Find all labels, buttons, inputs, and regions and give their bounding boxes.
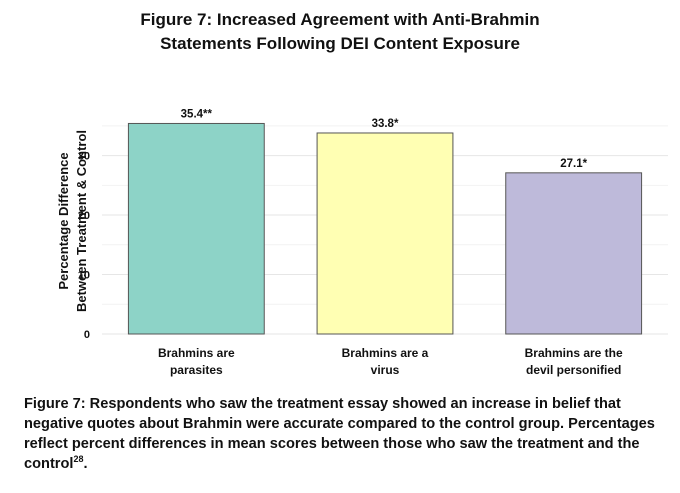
- figure-caption: Figure 7: Respondents who saw the treatm…: [24, 394, 664, 474]
- bar: [505, 172, 643, 335]
- x-category-label: Brahmins are the: [525, 346, 623, 360]
- x-axis-categories: Brahmins are parasites Brahmins are a virus…: [158, 346, 623, 377]
- data-label: 35.4**: [181, 108, 213, 120]
- bars: [127, 122, 643, 335]
- chart-title-line-1: Figure 7: Increased Agreement with Anti-…: [140, 10, 540, 29]
- x-category-label: Brahmins are a: [342, 346, 429, 360]
- bar: [316, 132, 454, 335]
- data-label: 27.1*: [560, 158, 587, 170]
- caption-footnote-marker: 28: [73, 454, 84, 465]
- x-category-label: parasites: [170, 363, 223, 377]
- y-tick-label: 10: [78, 270, 90, 282]
- y-tick-label: 30: [78, 151, 90, 163]
- bar: [127, 122, 265, 335]
- y-tick-label: 20: [78, 210, 90, 222]
- x-category-label: devil personified: [526, 363, 621, 377]
- y-axis-title-line: Between Treatment & Control: [74, 130, 89, 312]
- data-label: 33.8*: [372, 118, 399, 130]
- data-labels: 35.4** 33.8* 27.1*: [181, 108, 588, 169]
- y-axis-title: Percentage Difference Between Treatment &…: [56, 130, 89, 312]
- caption-text: Figure 7: Respondents who saw the treatm…: [24, 396, 655, 472]
- chart-title: Figure 7: Increased Agreement with Anti-…: [0, 8, 680, 56]
- chart-title-line-2: Statements Following DEI Content Exposur…: [160, 34, 520, 53]
- y-axis-title-line: Percentage Difference: [56, 152, 71, 289]
- bar-chart: 35.4** 33.8* 27.1* 0 10 20 30 Brahmins are par…: [56, 108, 668, 377]
- x-category-label: virus: [371, 363, 400, 377]
- x-category-label: Brahmins are: [158, 346, 235, 360]
- y-tick-label: 0: [84, 329, 90, 341]
- y-axis-ticks: 0 10 20 30: [78, 151, 90, 341]
- caption-end: .: [83, 456, 88, 472]
